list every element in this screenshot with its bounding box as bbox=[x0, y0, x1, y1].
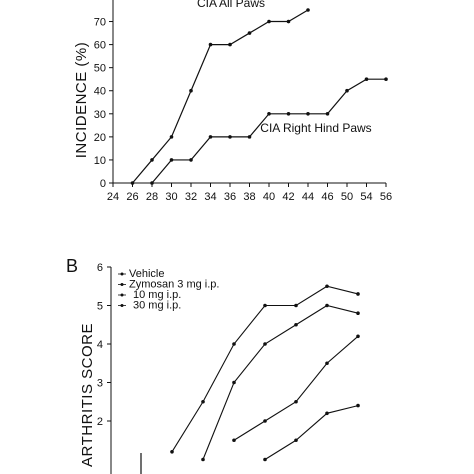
panel-a-x-tick-label: 40 bbox=[263, 191, 275, 203]
panel-a-y-tick-label: 20 bbox=[94, 132, 106, 144]
panel-a-y-tick-label: 70 bbox=[94, 17, 106, 29]
panel-b-y-tick-label: 6 bbox=[97, 262, 103, 274]
panel-b-data-point bbox=[263, 457, 267, 462]
panel-b-y-tick-label: 2 bbox=[97, 416, 103, 428]
panel-a-x-tick-label: 36 bbox=[224, 191, 236, 203]
panel-b-series-line-0 bbox=[171, 285, 359, 453]
panel-a-data-point bbox=[189, 158, 193, 162]
panel-b-data-point bbox=[170, 450, 174, 454]
panel-a-x-tick-label: 30 bbox=[165, 191, 177, 203]
panel-a-x-tick-label: 32 bbox=[185, 191, 197, 203]
panel-a-y-tick-label: 10 bbox=[94, 155, 106, 167]
panel-b-y-tick-label: 3 bbox=[97, 378, 103, 390]
panel-a-x-tick-label: 50 bbox=[341, 191, 353, 203]
panel-b-legend-label: Vehicle bbox=[129, 268, 164, 280]
panel-b-data-point bbox=[356, 311, 360, 316]
panel-a bbox=[109, 0, 388, 187]
panel-a-x-tick-label: 54 bbox=[360, 191, 372, 203]
panel-a-data-point bbox=[306, 112, 310, 116]
panel-a-data-point bbox=[267, 19, 271, 24]
panel-b-y-tick-label: 5 bbox=[97, 301, 103, 313]
panel-b-data-point bbox=[356, 292, 360, 296]
panel-a-data-point bbox=[384, 77, 388, 81]
panel-a-data-point bbox=[325, 112, 330, 116]
panel-a-series-line-0 bbox=[132, 9, 309, 184]
panel-b-data-point bbox=[294, 322, 298, 327]
panel-b-series-line-1 bbox=[202, 304, 359, 460]
panel-b-letter: B bbox=[66, 256, 78, 276]
panel-a-series-label-right-hind: CIA Right Hind Paws bbox=[260, 121, 371, 135]
panel-a-series-label-all-paws: CIA All Paws bbox=[197, 0, 265, 10]
panel-a-data-point bbox=[306, 8, 310, 12]
panel-a-x-tick-label: 38 bbox=[243, 191, 255, 203]
panel-a-data-point bbox=[228, 135, 232, 139]
panel-a-x-tick-label: 42 bbox=[282, 191, 294, 203]
panel-a-data-point bbox=[130, 181, 135, 185]
panel-a-x-tick-label: 56 bbox=[380, 191, 392, 203]
panel-b bbox=[107, 266, 360, 474]
panel-b-legend-label: Zymosan 3 mg i.p. bbox=[129, 279, 219, 291]
panel-b-data-point bbox=[294, 438, 298, 443]
panel-a-x-tick-label: 34 bbox=[204, 191, 216, 203]
panel-b-data-point bbox=[325, 303, 329, 308]
panel-a-data-point bbox=[169, 135, 174, 139]
panel-b-data-point bbox=[232, 380, 236, 385]
panel-b-y-tick-label: 4 bbox=[97, 339, 103, 351]
panel-b-data-point bbox=[232, 438, 236, 443]
panel-b-y-axis-title: ARTHRITIS SCORE bbox=[79, 323, 96, 467]
panel-a-y-tick-label: 30 bbox=[94, 109, 106, 121]
panel-b-data-point bbox=[294, 303, 298, 308]
panel-a-x-tick-label: 24 bbox=[107, 191, 119, 203]
panel-a-y-tick-label: 0 bbox=[100, 178, 106, 190]
panel-b-legend-label: 10 mg i.p. bbox=[133, 289, 181, 301]
panel-a-x-tick-label: 26 bbox=[126, 191, 138, 203]
panel-b-data-point bbox=[201, 399, 205, 404]
panel-a-data-point bbox=[286, 19, 291, 24]
panel-a-y-axis-title: INCIDENCE (%) bbox=[73, 42, 90, 159]
panel-b-data-point bbox=[356, 403, 360, 408]
panel-b-data-point bbox=[325, 361, 329, 366]
panel-b-data-point bbox=[263, 342, 267, 346]
panel-b-data-point bbox=[232, 342, 236, 346]
panel-a-x-tick-label: 46 bbox=[321, 191, 333, 203]
panel-a-data-point bbox=[169, 158, 174, 162]
panel-a-data-point bbox=[247, 31, 252, 35]
panel-a-data-point bbox=[189, 88, 193, 93]
panel-a-y-tick-label: 60 bbox=[94, 40, 106, 52]
panel-b-data-point bbox=[356, 334, 360, 339]
panel-b-data-point bbox=[263, 419, 267, 423]
panel-a-data-point bbox=[364, 77, 369, 81]
panel-a-data-point bbox=[208, 42, 213, 47]
panel-b-data-point bbox=[201, 457, 205, 462]
panel-b-data-point bbox=[325, 411, 329, 416]
panel-b-legend-label: 30 mg i.p. bbox=[133, 300, 181, 312]
panel-a-data-point bbox=[150, 181, 154, 185]
panel-a-y-tick-label: 50 bbox=[94, 63, 106, 75]
panel-a-data-point bbox=[247, 135, 252, 139]
panel-a-data-point bbox=[286, 112, 291, 116]
panel-a-data-point bbox=[345, 88, 349, 93]
panel-a-x-tick-label: 44 bbox=[302, 191, 314, 203]
panel-a-data-point bbox=[208, 135, 213, 139]
panel-b-data-point bbox=[325, 284, 329, 289]
panel-b-data-point bbox=[263, 303, 267, 308]
panel-b-data-point bbox=[294, 399, 298, 404]
panel-b-series-line-3 bbox=[264, 405, 359, 460]
panel-a-data-point bbox=[150, 158, 154, 162]
panel-b-series-line-2 bbox=[233, 335, 359, 441]
panel-a-y-tick-label: 40 bbox=[94, 86, 106, 98]
panel-a-data-point bbox=[228, 42, 232, 47]
panel-a-data-point bbox=[267, 112, 271, 116]
panel-a-x-tick-label: 28 bbox=[146, 191, 158, 203]
